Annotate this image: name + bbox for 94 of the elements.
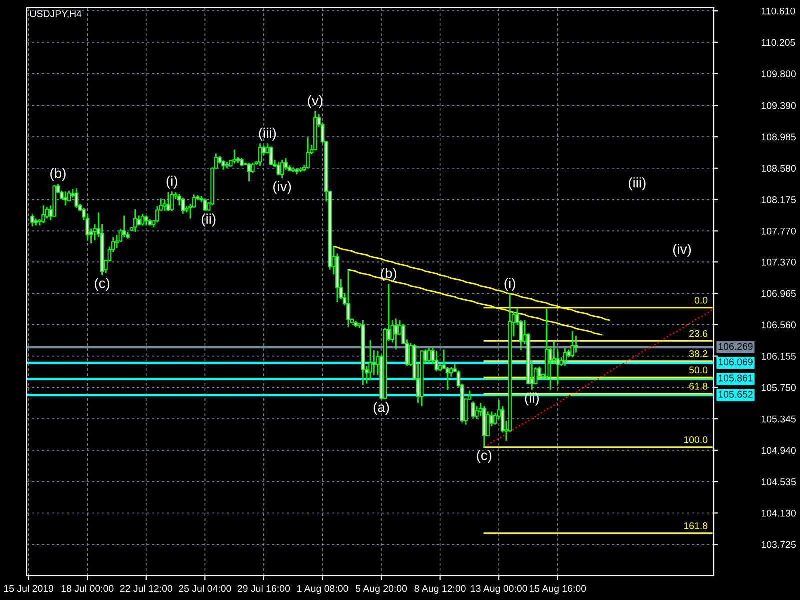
y-tick-label: 107.770 <box>762 228 796 235</box>
candlestick <box>475 406 479 420</box>
text: (ii) <box>525 392 539 406</box>
candlestick <box>368 340 372 382</box>
series-label: 61.8 <box>690 383 708 390</box>
ref-line-label: 106.269 <box>718 343 753 350</box>
x-tick-label: 29 Jul 16:00 <box>238 585 290 592</box>
candlestick <box>144 214 148 226</box>
candlestick <box>42 204 46 224</box>
candlestick <box>372 350 376 376</box>
text: (c) <box>477 450 492 464</box>
text: (b) <box>381 268 396 282</box>
candlestick <box>434 350 438 372</box>
series-label: 100.0 <box>684 436 708 444</box>
x-tick-label: 13 Aug 00:00 <box>471 585 528 594</box>
candlestick <box>574 335 578 354</box>
candlestick <box>346 269 350 328</box>
line-series <box>484 310 713 448</box>
candlestick <box>74 188 78 209</box>
series-label: 23.6 <box>690 330 708 338</box>
candlestick <box>203 198 208 212</box>
y-tick-label: 106.560 <box>762 322 796 329</box>
series-label: 38.2 <box>689 350 708 358</box>
y-tick-label: 103.725 <box>762 541 796 548</box>
text: (v) <box>308 95 323 108</box>
text: (ii) <box>202 214 216 227</box>
candlestick <box>306 136 310 170</box>
x-tick-label: 22 Jul 12:00 <box>120 585 173 592</box>
candlestick <box>45 206 50 220</box>
candlestick <box>166 192 170 212</box>
x-tick-label: 8 Aug 12:00 <box>414 585 466 594</box>
y-tick-label: 108.175 <box>762 196 796 204</box>
candlestick <box>552 340 556 366</box>
candlestick <box>486 411 490 438</box>
candlestick <box>570 330 574 358</box>
candlestick <box>181 197 185 215</box>
text: (iii) <box>259 128 276 141</box>
y-tick-label: 107.370 <box>762 258 796 266</box>
chart-title: USDJPY,H4 <box>30 10 82 19</box>
text: (c) <box>95 278 110 292</box>
x-tick-label: 5 Aug 20:00 <box>356 585 408 594</box>
candlestick <box>446 366 450 391</box>
y-tick-label: 104.535 <box>762 478 796 486</box>
candlestick <box>232 149 236 164</box>
y-tick-label: 110.610 <box>762 8 796 15</box>
x-tick-label: 18 Jul 00:00 <box>62 585 114 592</box>
y-tick-label: 106.965 <box>762 290 796 298</box>
candlestick <box>280 159 284 180</box>
y-tick-label: 105.750 <box>762 384 796 392</box>
x-tick-label: 15 Aug 16:00 <box>530 585 586 594</box>
series-label: 161.8 <box>684 522 708 530</box>
y-tick-label: 106.155 <box>762 353 796 360</box>
candlestick <box>276 162 281 176</box>
ref-line-label: 106.069 <box>718 358 753 366</box>
candlestick <box>427 347 432 364</box>
y-tick-label: 110.205 <box>762 39 796 46</box>
y-tick-label: 104.130 <box>762 510 796 517</box>
candlestick <box>269 146 274 166</box>
candlestick <box>170 190 174 212</box>
candlestick <box>394 318 398 350</box>
ref-line-label: 105.861 <box>718 374 753 382</box>
annotation: (iii) <box>629 178 646 191</box>
series-label: 0.0 <box>694 296 708 304</box>
candlestick <box>122 214 126 238</box>
series-label: 50.0 <box>689 366 708 374</box>
text: (iv) <box>274 181 292 194</box>
text: (i) <box>504 278 516 292</box>
candlestick <box>247 162 252 182</box>
candlestick <box>134 208 138 233</box>
y-tick-label: 108.580 <box>762 165 796 172</box>
x-tick-label: 15 Jul 2019 <box>4 585 54 592</box>
candlestick <box>258 142 262 167</box>
text: (b) <box>50 168 66 182</box>
candlestick <box>449 366 454 378</box>
x-tick-label: 25 Jul 04:00 <box>179 585 232 592</box>
candlestick <box>563 347 568 367</box>
candlestick <box>30 213 34 228</box>
y-tick-label: 108.985 <box>762 134 796 141</box>
annotation: (iv) <box>673 244 692 258</box>
candlestick <box>251 162 255 174</box>
y-tick-label: 105.345 <box>762 416 796 423</box>
candlestick <box>93 224 97 242</box>
candlestick <box>472 400 476 419</box>
y-tick-label: 104.940 <box>762 447 796 454</box>
candlestick <box>284 158 288 171</box>
y-tick-label: 109.390 <box>762 102 796 110</box>
candlestick <box>64 190 68 206</box>
text: (a) <box>374 402 390 416</box>
ref-line-label: 105.652 <box>718 391 753 398</box>
text: (i) <box>166 176 178 189</box>
y-tick-label: 109.800 <box>762 70 796 78</box>
candlestick <box>140 213 145 226</box>
candlestick <box>222 160 226 171</box>
x-tick-label: 1 Aug 08:00 <box>298 585 348 594</box>
